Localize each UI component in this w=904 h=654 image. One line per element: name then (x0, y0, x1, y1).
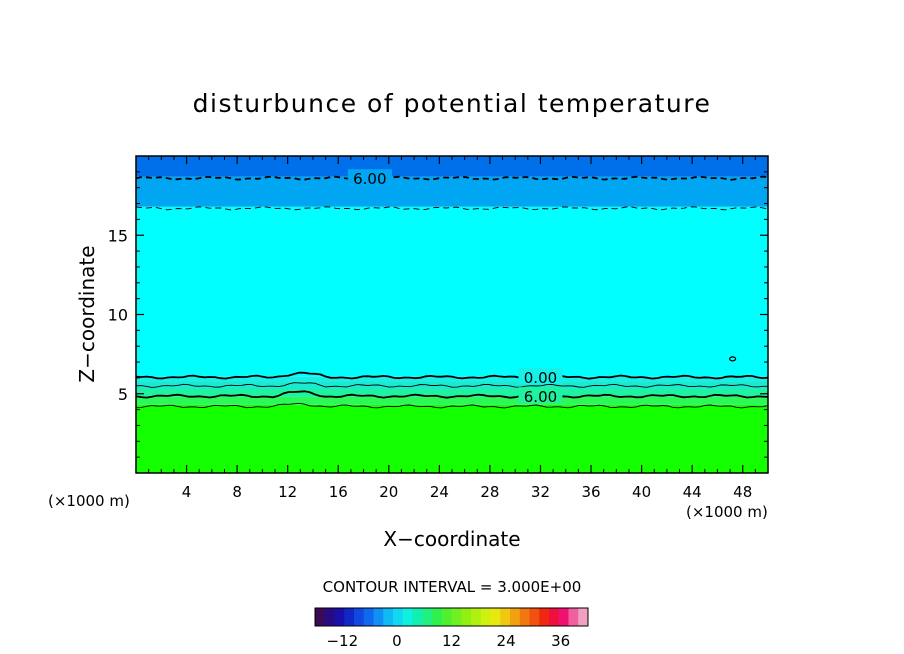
contour-label-4: 6.00 (524, 388, 557, 406)
x-tick-label: 40 (632, 483, 651, 501)
x-axis-label: X−coordinate (383, 527, 520, 551)
colorbar-swatch (422, 608, 433, 626)
x-tick-label: 36 (581, 483, 600, 501)
contour-line-5 (135, 402, 769, 409)
colorbar-swatch (510, 608, 521, 626)
colorbar-swatch (334, 608, 345, 626)
colorbar: −12 0 12 24 36 (314, 607, 589, 650)
x-tick-label: 8 (232, 483, 242, 501)
contour-closed-small (729, 356, 737, 362)
colorbar-swatch (354, 608, 365, 626)
colorbar-swatch (549, 608, 560, 626)
colorbar-tick-label: −12 (326, 632, 358, 650)
contour-label-bg-2 (518, 368, 563, 385)
contour-line-4 (135, 390, 769, 399)
color-band-1 (136, 396, 768, 405)
contour-line-2 (135, 371, 769, 380)
x-tick-label: 4 (182, 483, 192, 501)
colorbar-tick-label: 24 (497, 632, 516, 650)
colorbar-swatch (393, 608, 404, 626)
x-tick-label: 20 (379, 483, 398, 501)
x-tick-label: 44 (683, 483, 702, 501)
colorbar-swatch (363, 608, 374, 626)
color-band-3 (136, 381, 768, 389)
colorbar-swatch (451, 608, 462, 626)
contour-label-2: 0.00 (524, 369, 557, 387)
colorbar-tick-label: 12 (442, 632, 461, 650)
color-bands (136, 156, 768, 473)
colorbar-swatch (344, 608, 355, 626)
color-band-2 (136, 388, 768, 397)
colorbar-swatch (500, 608, 511, 626)
contour-line-1 (135, 206, 769, 211)
colorbar-swatch (441, 608, 452, 626)
plot-frame (135, 155, 769, 474)
contour-interval: CONTOUR INTERVAL = 3.000E+00 (323, 578, 582, 596)
colorbar-swatch (432, 608, 443, 626)
colorbar-swatch (539, 608, 550, 626)
contour-label-bg-0 (347, 169, 392, 186)
colorbar-swatch (480, 608, 491, 626)
chart-title: disturbunce of potential temperature (193, 89, 712, 118)
colorbar-swatch (383, 608, 394, 626)
colorbar-swatch (558, 608, 569, 626)
y-tick-label: 10 (108, 306, 128, 325)
x-tick-label: 12 (278, 483, 297, 501)
x-tick-label: 24 (430, 483, 449, 501)
colorbar-swatch (578, 608, 589, 626)
colorbar-swatch (529, 608, 540, 626)
colorbar-swatch (568, 608, 579, 626)
y-tick-label: 5 (118, 385, 128, 404)
colorbar-tick-label: 36 (551, 632, 570, 650)
color-band-5 (136, 206, 768, 377)
colorbar-swatch (324, 608, 335, 626)
colorbar-tick-label: 0 (392, 632, 402, 650)
x-tick-label: 48 (733, 483, 752, 501)
colorbar-swatch (471, 608, 482, 626)
y-axis-label: Z−coordinate (75, 245, 99, 382)
x-tick-label: 32 (531, 483, 550, 501)
y-tick-label: 15 (108, 226, 128, 245)
color-band-7 (136, 156, 768, 177)
contour-label-bg-4 (518, 387, 563, 404)
x-tick-label: 16 (329, 483, 348, 501)
color-band-4 (136, 376, 768, 382)
x-unit-left: (×1000 m) (48, 492, 130, 510)
colorbar-swatch (412, 608, 423, 626)
colorbar-swatch (315, 608, 326, 626)
contour-lines: 6.000.006.00 (135, 169, 769, 409)
colorbar-swatch (490, 608, 501, 626)
contour-line-3 (135, 382, 768, 388)
colorbar-swatch (373, 608, 384, 626)
colorbar-swatch (402, 608, 413, 626)
colorbar-swatch (461, 608, 472, 626)
contour-label-0: 6.00 (353, 170, 386, 188)
color-band-0 (136, 404, 768, 473)
color-band-6 (136, 176, 768, 207)
x-tick-label: 28 (480, 483, 499, 501)
colorbar-swatch (519, 608, 530, 626)
x-unit-right: (×1000 m) (686, 503, 768, 521)
colorbar-frame (314, 607, 589, 627)
contour-line-0 (135, 175, 769, 181)
